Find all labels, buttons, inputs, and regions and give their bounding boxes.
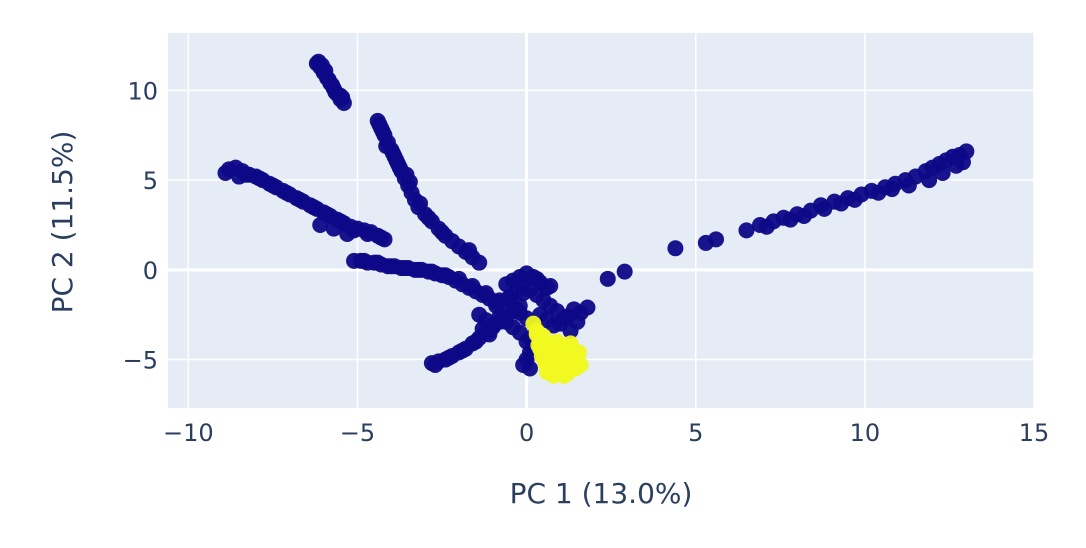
data-point-blue [437,267,454,284]
data-point-blue [795,208,812,225]
data-point-blue [467,333,484,350]
data-point-blue [782,211,799,228]
x-tick-label: −10 [163,419,214,447]
x-tick-label: −5 [340,419,375,447]
data-points [217,53,975,384]
data-point-blue [450,270,467,287]
data-point-blue [427,356,444,373]
y-tick-labels: −5 0 5 10 [123,77,158,374]
data-point-yellow [528,326,545,343]
data-point-blue [501,290,518,307]
plot-area [168,33,1034,408]
data-point-blue [758,218,775,235]
data-point-blue [464,277,481,294]
data-point-blue [471,254,488,271]
data-point-blue [356,252,373,269]
data-point-blue [278,184,295,201]
data-point-blue [481,326,498,343]
data-point-blue [708,231,725,248]
data-point-blue [738,222,755,239]
data-point-blue [616,263,633,280]
data-point-blue [528,270,545,287]
data-point-blue [237,166,254,183]
data-point-blue [320,71,337,88]
data-point-blue [434,224,451,241]
data-point-blue [521,360,538,377]
data-point-blue [461,242,478,259]
data-point-blue [312,216,329,233]
data-point-blue [423,263,440,280]
data-point-blue [816,200,833,217]
data-point-blue [579,299,596,316]
data-point-blue [251,170,268,187]
data-point-blue [934,164,951,181]
data-point-yellow [559,365,576,382]
data-point-yellow [545,367,562,384]
x-tick-label: 10 [850,419,881,447]
data-point-blue [313,57,330,74]
data-point-blue [325,220,342,237]
data-point-blue [440,349,457,366]
x-tick-labels: −10 −5 0 5 10 15 [163,419,1049,447]
x-tick-label: 15 [1019,419,1050,447]
x-tick-label: 0 [519,419,534,447]
data-point-blue [396,260,413,277]
data-point-blue [401,173,418,190]
data-point-blue [477,285,494,302]
data-point-blue [667,240,684,257]
data-point-blue [264,177,281,194]
data-point-blue [454,342,471,359]
data-point-blue [900,177,917,194]
data-point-blue [369,254,386,271]
data-point-blue [359,225,376,242]
data-point-blue [420,209,437,226]
data-point-blue [374,123,391,140]
y-tick-label: 10 [127,77,158,105]
y-axis-title: PC 2 (11.5%) [46,131,79,314]
data-point-blue [555,310,572,327]
data-point-blue [291,191,308,208]
data-point-blue [846,191,863,208]
y-tick-label: 0 [143,257,158,285]
data-point-blue [569,313,586,330]
data-point-blue [599,270,616,287]
y-tick-label: −5 [123,347,158,375]
data-point-blue [412,195,429,212]
y-tick-label: 5 [143,167,158,195]
data-point-blue [870,184,887,201]
x-axis-title: PC 1 (13.0%) [510,477,693,510]
data-point-blue [921,172,938,189]
x-tick-label: 5 [688,419,703,447]
data-point-blue [332,87,349,104]
data-point-yellow [565,353,582,370]
data-point-blue [383,258,400,275]
data-point-blue [883,181,900,198]
data-point-blue [833,195,850,212]
data-point-blue [339,225,356,242]
data-point-blue [542,277,559,294]
data-point-yellow [532,340,549,357]
data-point-blue [373,229,390,246]
data-point-blue [948,157,965,174]
data-point-yellow [554,340,571,357]
data-point-blue [515,285,532,302]
data-point-blue [305,199,322,216]
data-point-blue [410,261,427,278]
